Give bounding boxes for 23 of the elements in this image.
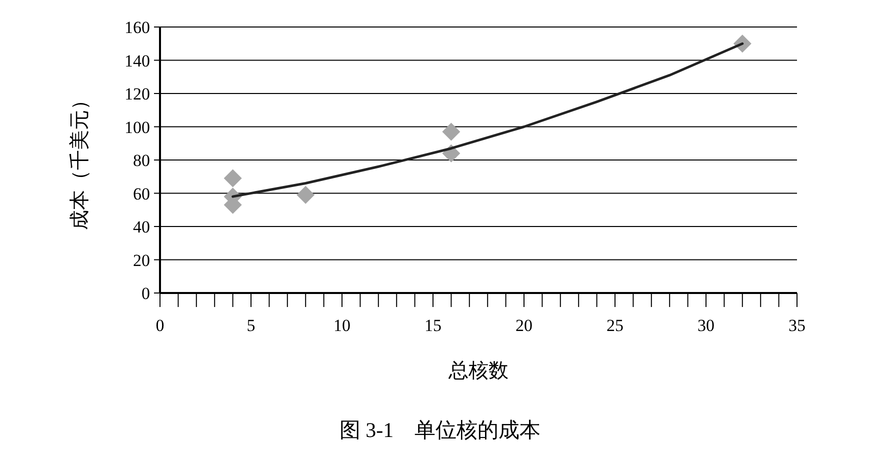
- x-tick-label: 0: [156, 316, 164, 335]
- x-tick-label: 15: [424, 316, 442, 335]
- y-tick-label: 160: [124, 18, 150, 37]
- y-axis-title: 成本（千美元）: [68, 90, 91, 230]
- y-tick-label: 100: [124, 118, 150, 137]
- y-tick-label: 60: [133, 184, 150, 204]
- x-tick-label: 20: [516, 316, 532, 335]
- x-tick-label: 25: [606, 316, 624, 335]
- x-tick-label: 30: [698, 316, 714, 335]
- x-tick-label: 5: [246, 316, 256, 335]
- y-tick-label: 120: [124, 84, 150, 104]
- x-tick-label: 10: [334, 316, 350, 335]
- y-tick-label: 20: [133, 250, 150, 270]
- x-tick-label: 35: [788, 316, 806, 335]
- point: [442, 122, 460, 141]
- y-tick-label: 80: [133, 151, 150, 170]
- x-axis-title: 总核数: [448, 360, 508, 382]
- point: [296, 186, 315, 204]
- y-tick-label: 0: [142, 284, 150, 303]
- point: [224, 169, 242, 188]
- y-tick-label: 140: [124, 51, 150, 70]
- text: 图 3-1 单位核的成本: [339, 418, 541, 442]
- y-tick-label: 40: [133, 218, 150, 236]
